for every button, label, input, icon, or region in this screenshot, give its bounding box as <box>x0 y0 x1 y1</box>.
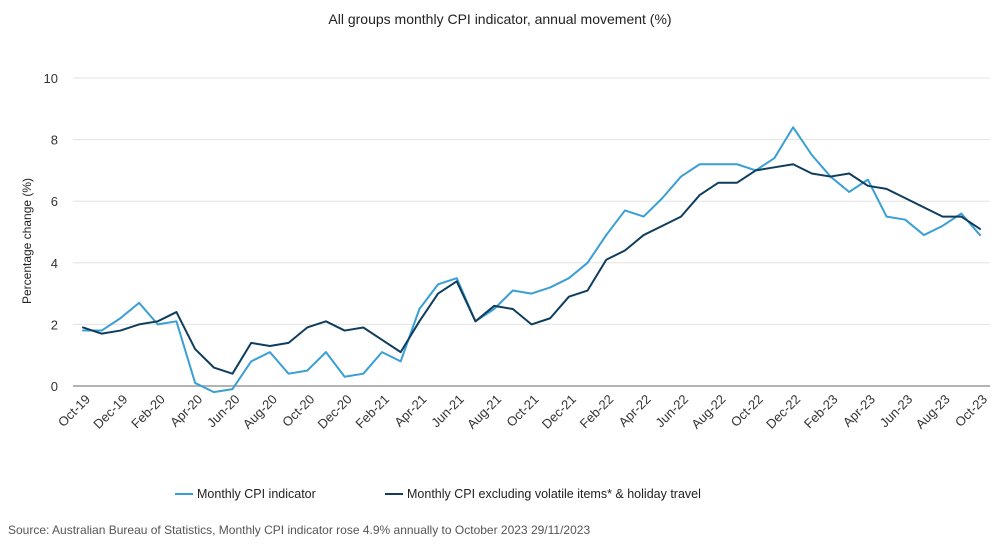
y-tick-label: 2 <box>51 317 58 332</box>
x-tick-label: Apr-21 <box>391 392 429 430</box>
x-tick-label: Dec-20 <box>314 392 354 432</box>
y-axis-ticks: 0 2 4 6 8 10 <box>44 71 58 394</box>
x-tick-label: Aug-23 <box>912 392 952 432</box>
y-tick-label: 0 <box>51 379 58 394</box>
x-tick-label: Oct-22 <box>728 392 766 430</box>
x-tick-label: Oct-23 <box>952 392 990 430</box>
x-tick-label: Jun-21 <box>428 392 467 431</box>
x-tick-label: Apr-22 <box>616 392 654 430</box>
chart-title: All groups monthly CPI indicator, annual… <box>328 11 671 27</box>
grid <box>73 77 990 387</box>
x-tick-label: Feb-22 <box>577 392 617 432</box>
x-tick-label: Dec-19 <box>90 392 130 432</box>
x-tick-label: Apr-20 <box>167 392 205 430</box>
series <box>82 126 981 394</box>
y-axis-label: Percentage change (%) <box>20 178 34 304</box>
x-tick-label: Oct-21 <box>503 392 541 430</box>
legend: Monthly CPI indicator Monthly CPI exclud… <box>175 487 701 501</box>
x-tick-label: Oct-20 <box>279 392 317 430</box>
series-line-monthly-cpi <box>82 126 981 394</box>
x-tick-label: Dec-21 <box>539 392 579 432</box>
y-tick-label: 8 <box>51 133 58 148</box>
x-tick-label: Jun-22 <box>652 392 691 431</box>
y-tick-label: 4 <box>51 256 58 271</box>
x-tick-label: Aug-20 <box>240 392 280 432</box>
x-tick-label: Oct-19 <box>55 392 93 430</box>
x-tick-label: Aug-22 <box>688 392 728 432</box>
x-tick-label: Feb-21 <box>352 392 392 432</box>
source-note: Source: Australian Bureau of Statistics,… <box>8 523 590 537</box>
x-tick-label: Feb-23 <box>801 392 841 432</box>
legend-label-monthly-cpi-excluding: Monthly CPI excluding volatile items* & … <box>407 487 701 501</box>
x-tick-label: Jun-20 <box>204 392 243 431</box>
x-tick-label: Dec-22 <box>763 392 803 432</box>
y-tick-label: 10 <box>44 71 58 86</box>
series-line-monthly-cpi-excluding <box>82 163 981 375</box>
legend-label-monthly-cpi: Monthly CPI indicator <box>197 487 316 501</box>
x-tick-label: Aug-21 <box>464 392 504 432</box>
x-tick-label: Apr-23 <box>840 392 878 430</box>
x-tick-label: Jun-23 <box>877 392 916 431</box>
x-tick-label: Feb-20 <box>128 392 168 432</box>
y-tick-label: 6 <box>51 194 58 209</box>
